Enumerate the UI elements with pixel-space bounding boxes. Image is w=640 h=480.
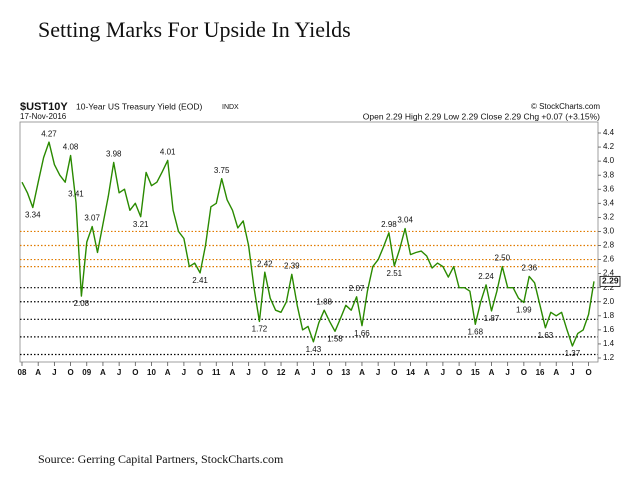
x-tick-label: J bbox=[246, 368, 250, 377]
annotation: 1.43 bbox=[306, 345, 322, 354]
annotation: 2.98 bbox=[381, 220, 397, 229]
last-value-box bbox=[599, 275, 621, 287]
x-tick-label: A bbox=[165, 368, 171, 377]
x-tick-label: J bbox=[117, 368, 121, 377]
x-tick-label: O bbox=[326, 368, 332, 377]
y-tick-label: 4.4 bbox=[603, 128, 615, 137]
y-tick-label: 3.0 bbox=[603, 227, 615, 236]
x-tick-label: 12 bbox=[277, 368, 286, 377]
x-tick-label: J bbox=[441, 368, 445, 377]
x-tick-label: J bbox=[52, 368, 56, 377]
annotation: 1.66 bbox=[354, 329, 370, 338]
y-tick-label: 2.4 bbox=[603, 269, 615, 278]
annotation: 1.37 bbox=[565, 349, 581, 358]
x-tick-label: O bbox=[262, 368, 268, 377]
y-tick-label: 3.4 bbox=[603, 198, 615, 207]
annotation: 2.36 bbox=[521, 264, 537, 273]
y-tick-label: 1.6 bbox=[603, 325, 615, 334]
x-tick-label: A bbox=[359, 368, 365, 377]
annotation: 1.68 bbox=[467, 327, 483, 336]
series-line bbox=[21, 141, 595, 347]
x-tick-label: O bbox=[391, 368, 397, 377]
y-tick-label: 2.8 bbox=[603, 241, 615, 250]
description: 10-Year US Treasury Yield (EOD) bbox=[76, 101, 202, 111]
annotation: 1.72 bbox=[252, 325, 268, 334]
x-tick-label: O bbox=[67, 368, 73, 377]
y-tick-label: 4.2 bbox=[603, 142, 615, 151]
y-tick-label: 1.8 bbox=[603, 311, 615, 320]
source: Source: Gerring Capital Partners, StockC… bbox=[38, 452, 284, 466]
x-tick-label: 10 bbox=[147, 368, 156, 377]
annotation: 2.07 bbox=[349, 284, 365, 293]
x-tick-label: 15 bbox=[471, 368, 480, 377]
exchange: INDX bbox=[222, 104, 239, 111]
annotation: 4.01 bbox=[160, 148, 176, 157]
annotation: 3.21 bbox=[133, 220, 149, 229]
x-tick-label: J bbox=[182, 368, 186, 377]
annotation: 1.99 bbox=[516, 306, 532, 315]
x-tick-label: 11 bbox=[212, 368, 221, 377]
y-tick-label: 4.0 bbox=[603, 156, 615, 165]
x-tick-label: A bbox=[553, 368, 559, 377]
y-tick-label: 3.8 bbox=[603, 170, 615, 179]
annotation: 2.39 bbox=[284, 261, 300, 270]
annotation: 1.63 bbox=[538, 331, 554, 340]
chart-title: Setting Marks For Upside In Yields bbox=[38, 17, 351, 42]
y-tick-label: 1.2 bbox=[603, 353, 615, 362]
plot-frame bbox=[19, 121, 599, 363]
x-tick-label: O bbox=[456, 368, 462, 377]
y-tick-label: 1.4 bbox=[603, 339, 615, 348]
annotation: 1.58 bbox=[327, 334, 343, 343]
x-tick-label: J bbox=[505, 368, 509, 377]
annotation: 3.34 bbox=[25, 211, 41, 220]
x-tick-label: A bbox=[100, 368, 106, 377]
annotation: 2.41 bbox=[192, 276, 208, 285]
x-tick-label: O bbox=[197, 368, 203, 377]
annotation: 2.50 bbox=[494, 254, 510, 263]
credit: © StockCharts.com bbox=[531, 102, 600, 111]
x-tick-label: O bbox=[132, 368, 138, 377]
annotation: 2.08 bbox=[74, 299, 90, 308]
y-tick-label: 2.6 bbox=[603, 255, 615, 264]
annotation: 2.42 bbox=[257, 259, 273, 268]
annotation: 3.98 bbox=[106, 150, 122, 159]
annotation: 4.27 bbox=[41, 129, 57, 138]
annotation: 3.41 bbox=[68, 190, 84, 199]
x-tick-label: J bbox=[376, 368, 380, 377]
x-tick-label: A bbox=[35, 368, 41, 377]
date: 17-Nov-2016 bbox=[20, 112, 67, 121]
x-tick-label: J bbox=[311, 368, 315, 377]
annotation: 2.24 bbox=[478, 272, 494, 281]
x-tick-label: A bbox=[424, 368, 430, 377]
x-tick-label: A bbox=[489, 368, 495, 377]
x-tick-label: 08 bbox=[18, 368, 27, 377]
y-tick-label: 3.2 bbox=[603, 212, 615, 221]
y-tick-label: 2.2 bbox=[603, 283, 615, 292]
x-tick-label: O bbox=[585, 368, 591, 377]
x-tick-label: A bbox=[294, 368, 300, 377]
annotation: 4.08 bbox=[63, 143, 79, 152]
annotation: 1.87 bbox=[484, 314, 500, 323]
annotation: 3.04 bbox=[397, 216, 413, 225]
x-tick-label: 14 bbox=[406, 368, 415, 377]
last-value-label: 2.29 bbox=[602, 276, 619, 286]
y-tick-label: 2.0 bbox=[603, 297, 615, 306]
x-tick-label: O bbox=[521, 368, 527, 377]
symbol: $UST10Y bbox=[20, 101, 68, 113]
x-tick-label: 16 bbox=[536, 368, 545, 377]
y-tick-label: 3.6 bbox=[603, 184, 615, 193]
x-tick-label: A bbox=[230, 368, 236, 377]
annotation: 3.07 bbox=[84, 214, 100, 223]
annotation: 3.75 bbox=[214, 166, 230, 175]
annotation: 2.51 bbox=[387, 269, 403, 278]
x-tick-label: 13 bbox=[341, 368, 350, 377]
annotation: 1.88 bbox=[316, 297, 332, 306]
x-tick-label: 09 bbox=[82, 368, 91, 377]
x-tick-label: J bbox=[570, 368, 574, 377]
quote: Open 2.29 High 2.29 Low 2.29 Close 2.29 … bbox=[363, 111, 600, 121]
